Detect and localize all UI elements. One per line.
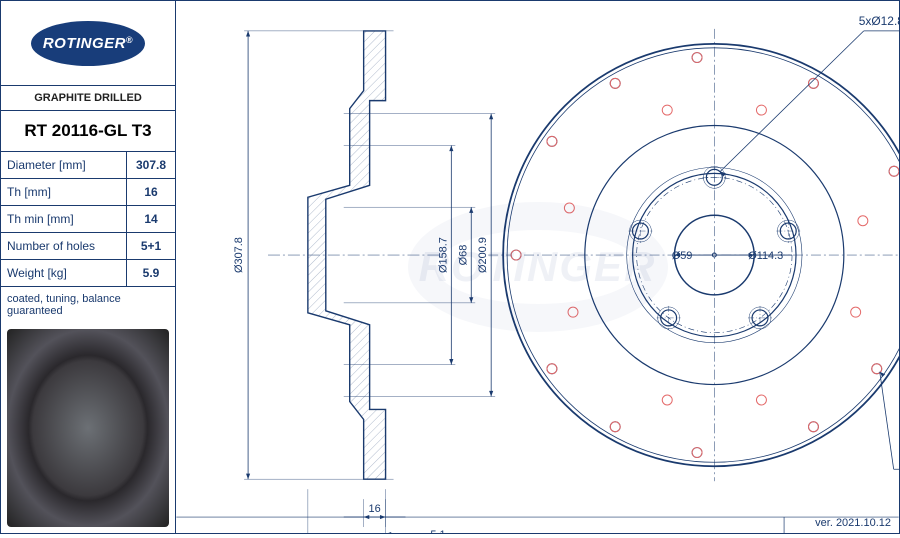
spec-panel: ROTINGER® GRAPHITE DRILLED RT 20116-GL T… xyxy=(1,1,176,533)
spec-row: Th min [mm] 14 xyxy=(1,206,175,233)
svg-text:16: 16 xyxy=(369,503,381,515)
version-label: ver. 2021.10.12 xyxy=(815,517,891,529)
spec-label: Th [mm] xyxy=(1,179,127,205)
footer-note: coated, tuning, balance guaranteed xyxy=(1,287,175,323)
brand-logo: ROTINGER® xyxy=(31,21,145,66)
svg-text:5xØ12.8: 5xØ12.8 xyxy=(859,14,899,28)
spec-label: Number of holes xyxy=(1,233,127,259)
spec-row: Number of holes 5+1 xyxy=(1,233,175,260)
brand-text: ROTINGER xyxy=(43,35,126,52)
product-photo xyxy=(7,329,169,527)
spec-value: 14 xyxy=(127,206,175,232)
part-number-row: RT 20116-GL T3 xyxy=(1,111,175,152)
svg-text:Ø307.8: Ø307.8 xyxy=(233,237,245,273)
spec-value: 5+1 xyxy=(127,233,175,259)
svg-text:Ø158.7: Ø158.7 xyxy=(437,237,449,273)
spec-value: 5.9 xyxy=(127,260,175,286)
spec-label: Weight [kg] xyxy=(1,260,127,286)
brand-reg: ® xyxy=(126,35,133,45)
svg-text:5.1: 5.1 xyxy=(430,529,445,533)
svg-text:Ø200.9: Ø200.9 xyxy=(477,237,489,273)
drawing-area: ROTINGER Ø59Ø114.35xØ12.8Ø12Ø307.8Ø158.7… xyxy=(176,1,899,533)
spec-row: Th [mm] 16 xyxy=(1,179,175,206)
spec-label: Th min [mm] xyxy=(1,206,127,232)
logo-box: ROTINGER® xyxy=(1,1,175,86)
spec-row: Weight [kg] 5.9 xyxy=(1,260,175,287)
spec-label: Diameter [mm] xyxy=(1,152,127,178)
technical-drawing: Ø59Ø114.35xØ12.8Ø12Ø307.8Ø158.7Ø68Ø200.9… xyxy=(176,1,899,533)
spec-value: 16 xyxy=(127,179,175,205)
svg-text:Ø68: Ø68 xyxy=(457,245,469,266)
svg-text:Ø114.3: Ø114.3 xyxy=(748,250,783,262)
svg-text:Ø59: Ø59 xyxy=(672,250,693,262)
category-row: GRAPHITE DRILLED xyxy=(1,86,175,111)
spec-value: 307.8 xyxy=(127,152,175,178)
spec-row: Diameter [mm] 307.8 xyxy=(1,152,175,179)
